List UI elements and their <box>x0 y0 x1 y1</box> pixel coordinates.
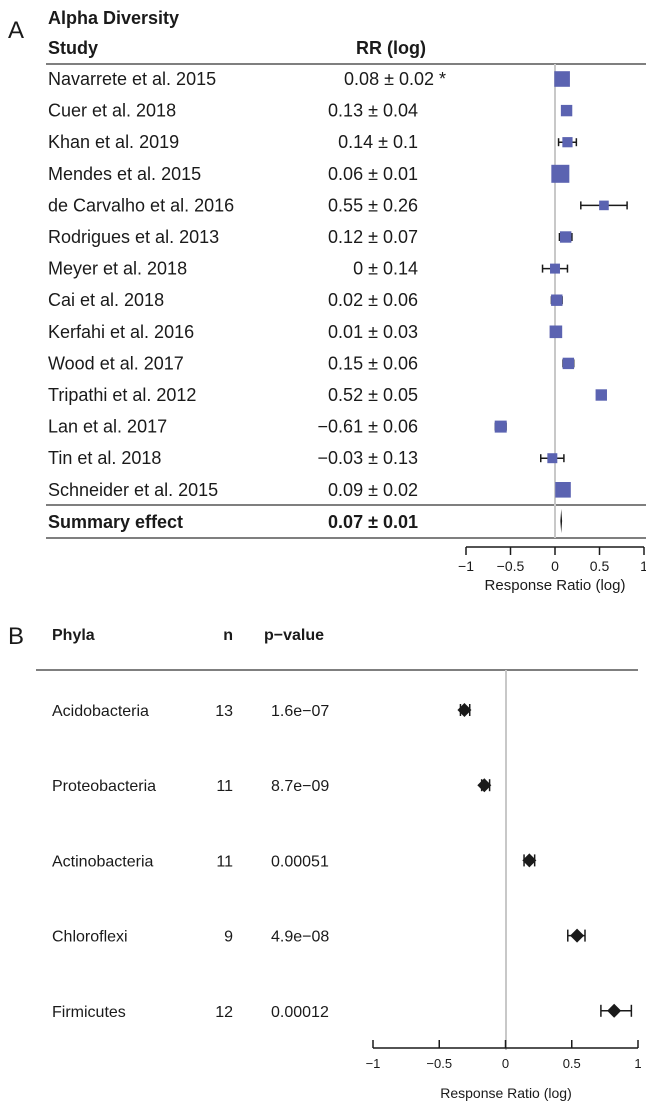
summary-rr: 0.07 ± 0.01 <box>328 512 418 532</box>
chart-title: Alpha Diversity <box>48 8 179 28</box>
x-tick-label: 0 <box>502 1056 509 1071</box>
panel-a-letter: A <box>8 17 24 44</box>
study-label: Schneider et al. 2015 <box>48 480 218 500</box>
phylum-n: 13 <box>215 703 233 720</box>
phylum-p-value: 0.00012 <box>271 1004 329 1021</box>
x-tick-label: −1 <box>458 558 474 574</box>
x-tick-label: 0.5 <box>563 1056 581 1071</box>
study-label: Cuer et al. 2018 <box>48 101 176 121</box>
phylum-p-value: 4.9e−08 <box>271 929 329 946</box>
study-rr-value: 0.01 ± 0.03 <box>328 322 418 342</box>
summary-label: Summary effect <box>48 512 183 532</box>
panel-b-letter: B <box>8 623 24 650</box>
study-label: Meyer et al. 2018 <box>48 259 187 279</box>
study-effect-marker <box>549 325 563 339</box>
study-effect-marker <box>555 482 571 498</box>
study-rr-value: 0.12 ± 0.07 <box>328 227 418 247</box>
x-tick-label: 0.5 <box>590 558 610 574</box>
study-label: de Carvalho et al. 2016 <box>48 195 234 215</box>
study-label: Cai et al. 2018 <box>48 290 164 310</box>
phylum-p-value: 1.6e−07 <box>271 703 329 720</box>
forest-plot-phyla: B Phyla n p−value Acidobacteria 13 1.6e−07… <box>8 623 642 1101</box>
phylum-effect-diamond <box>457 703 472 717</box>
study-rr-value: 0.02 ± 0.06 <box>328 290 418 310</box>
study-rr-value: 0.06 ± 0.01 <box>328 164 418 184</box>
study-effect-marker <box>551 164 570 183</box>
x-tick-label: −1 <box>366 1056 381 1071</box>
phylum-n: 12 <box>215 1004 233 1021</box>
column-header-p-value: p−value <box>264 627 324 644</box>
study-effect-marker <box>562 137 573 148</box>
study-effect-marker <box>551 294 563 306</box>
study-effect-marker <box>560 104 573 117</box>
study-rr-value: −0.03 ± 0.13 <box>318 448 418 468</box>
study-label: Lan et al. 2017 <box>48 417 167 437</box>
phylum-n: 9 <box>224 929 233 946</box>
study-label: Kerfahi et al. 2016 <box>48 322 194 342</box>
study-effect-marker <box>494 420 507 433</box>
phylum-effect-diamond <box>570 928 585 943</box>
study-rr-value: 0.15 ± 0.06 <box>328 353 418 373</box>
phylum-effect-diamond <box>607 1003 622 1018</box>
column-header-rr: RR (log) <box>356 38 426 58</box>
study-rr-value: 0.55 ± 0.26 <box>328 195 418 215</box>
study-rr-value: 0.52 ± 0.05 <box>328 385 418 405</box>
column-header-n: n <box>223 627 233 644</box>
x-axis-label: Response Ratio (log) <box>440 1085 572 1101</box>
phylum-label: Actinobacteria <box>52 853 153 870</box>
x-tick-label: 1 <box>634 1056 641 1071</box>
x-axis-label: Response Ratio (log) <box>485 577 626 594</box>
study-effect-marker <box>547 453 558 464</box>
study-effect-marker <box>550 263 560 274</box>
study-rr-value: 0.14 ± 0.1 <box>338 132 418 152</box>
study-label: Navarrete et al. 2015 <box>48 69 216 89</box>
phylum-label: Firmicutes <box>52 1004 126 1021</box>
phylum-p-value: 0.00051 <box>271 853 329 870</box>
phylum-effect-diamond <box>522 853 537 868</box>
study-label: Tin et al. 2018 <box>48 448 161 468</box>
study-label: Mendes et al. 2015 <box>48 164 201 184</box>
study-label: Rodrigues et al. 2013 <box>48 227 219 247</box>
x-tick-label: −0.5 <box>497 558 525 574</box>
phylum-n: 11 <box>216 778 233 795</box>
column-header-study: Study <box>48 38 98 58</box>
study-effect-marker <box>599 200 609 211</box>
study-effect-marker <box>559 231 572 243</box>
study-rr-value: 0.08 ± 0.02 * <box>344 69 446 89</box>
study-rr-value: −0.61 ± 0.06 <box>318 417 418 437</box>
x-tick-label: 1 <box>640 558 646 574</box>
column-header-phyla: Phyla <box>52 627 95 644</box>
study-rr-value: 0.09 ± 0.02 <box>328 480 418 500</box>
phylum-label: Proteobacteria <box>52 778 156 795</box>
study-effect-marker <box>595 389 607 401</box>
study-rr-value: 0 ± 0.14 <box>353 259 418 279</box>
study-label: Tripathi et al. 2012 <box>48 385 196 405</box>
phylum-n: 11 <box>216 853 233 870</box>
x-tick-label: 0 <box>551 558 559 574</box>
x-tick-label: −0.5 <box>426 1056 452 1071</box>
study-effect-marker <box>554 71 570 87</box>
summary-diamond <box>560 509 563 533</box>
phylum-label: Acidobacteria <box>52 703 149 720</box>
study-rr-value: 0.13 ± 0.04 <box>328 101 418 121</box>
study-effect-marker <box>562 357 575 370</box>
phylum-label: Chloroflexi <box>52 929 128 946</box>
forest-plot-alpha-diversity: A Alpha Diversity Study RR (log) Navarre… <box>8 8 646 594</box>
phylum-effect-diamond <box>477 778 492 793</box>
phylum-p-value: 8.7e−09 <box>271 778 329 795</box>
study-label: Wood et al. 2017 <box>48 353 184 373</box>
study-label: Khan et al. 2019 <box>48 132 179 152</box>
